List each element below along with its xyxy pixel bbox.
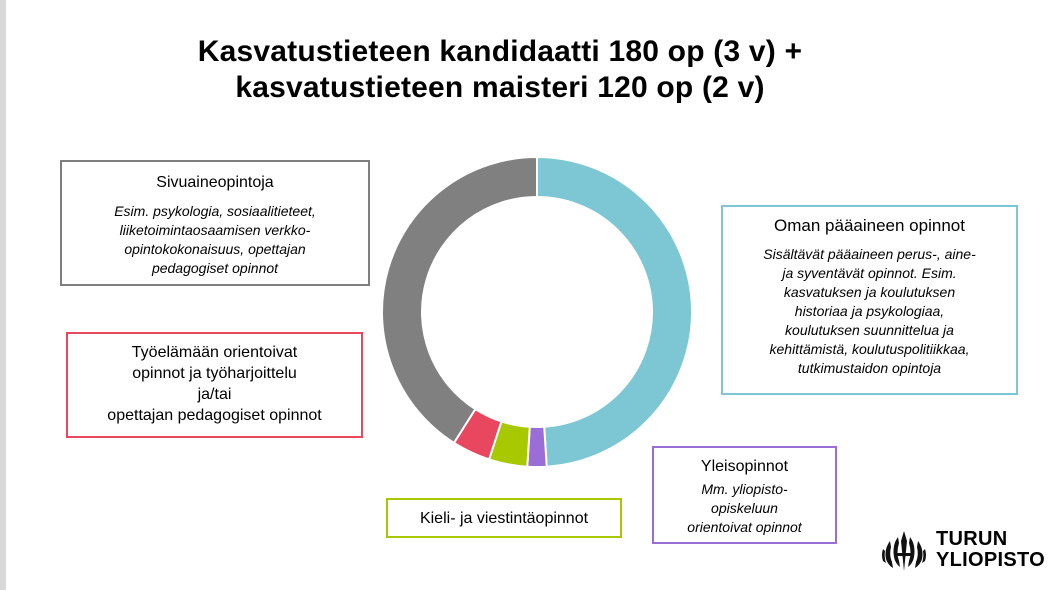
study-structure-donut (381, 155, 693, 468)
box-heading: Sivuaineopintoja (156, 174, 274, 191)
body-line: Mm. yliopisto- (701, 481, 788, 497)
logo-line-1: TURUN (936, 528, 1008, 550)
body-line: koulutuksen suunnittelua ja (785, 322, 954, 338)
box-yleisopinnot: Yleisopinnot Mm. yliopisto- opiskeluun o… (652, 446, 837, 544)
body-line: historiaa ja psykologiaa, (794, 303, 945, 319)
box-body: Esim. psykologia, sosiaalitieteet, liike… (74, 202, 356, 278)
body-line: opintokokonaisuus, opettajan (124, 241, 306, 257)
donut-segment-sivu (381, 155, 538, 445)
heading-line: Työelämään orientoivat (131, 344, 298, 361)
box-heading: Yleisopinnot (700, 458, 789, 475)
body-line: Sisältävät pääaineen perus-, aine- (763, 246, 976, 262)
turun-yliopisto-logo: TURUN YLIOPISTO (880, 527, 1050, 575)
heading-line: ja/tai (197, 386, 232, 403)
body-line: opiskeluun (711, 500, 778, 516)
box-oman-paaaineen-opinnot: Oman pääaineen opinnot Sisältävät pääain… (721, 205, 1018, 395)
logo-wordmark: TURUN YLIOPISTO (936, 529, 1045, 571)
box-heading: Oman pääaineen opinnot (774, 216, 965, 235)
body-line: ja syventävät opinnot. Esim. (782, 265, 957, 281)
box-heading: Kieli- ja viestintäopinnot (419, 510, 589, 527)
title-line-2: kasvatustieteen maisteri 120 op (2 v) (235, 71, 765, 104)
body-line: kehittämistä, koulutuspolitiikkaa, (769, 341, 970, 357)
heading-line: opinnot ja työharjoittelu (132, 365, 297, 382)
heading-line: opettajan pedagogiset opinnot (107, 407, 322, 424)
body-line: pedagogiset opinnot (151, 260, 279, 276)
slide-title: Kasvatustieteen kandidaatti 180 op (3 v)… (80, 34, 920, 106)
body-line: liiketoimintaosaamisen verkko- (119, 222, 311, 238)
body-line: kasvatuksen ja koulutuksen (783, 284, 956, 300)
slide-left-edge (0, 0, 6, 590)
logo-line-2: YLIOPISTO (936, 549, 1046, 571)
donut-segment-oma (536, 155, 693, 468)
box-body: Mm. yliopisto- opiskeluun orientoivat op… (660, 480, 829, 537)
box-kieli-ja-viestintaopinnot: Kieli- ja viestintäopinnot (386, 498, 622, 538)
body-line: tutkimustaidon opintoja (797, 360, 942, 376)
box-body: Sisältävät pääaineen perus-, aine- ja sy… (731, 245, 1008, 378)
box-tyoelamaan-orientoivat: Työelämään orientoivat opinnot ja työhar… (66, 332, 363, 438)
body-line: orientoivat opinnot (687, 519, 802, 535)
title-line-1: Kasvatustieteen kandidaatti 180 op (3 v)… (197, 35, 803, 68)
body-line: Esim. psykologia, sosiaalitieteet, (114, 203, 316, 219)
university-emblem-icon (882, 531, 926, 571)
box-sivuaineopintoja: Sivuaineopintoja Esim. psykologia, sosia… (60, 160, 370, 286)
